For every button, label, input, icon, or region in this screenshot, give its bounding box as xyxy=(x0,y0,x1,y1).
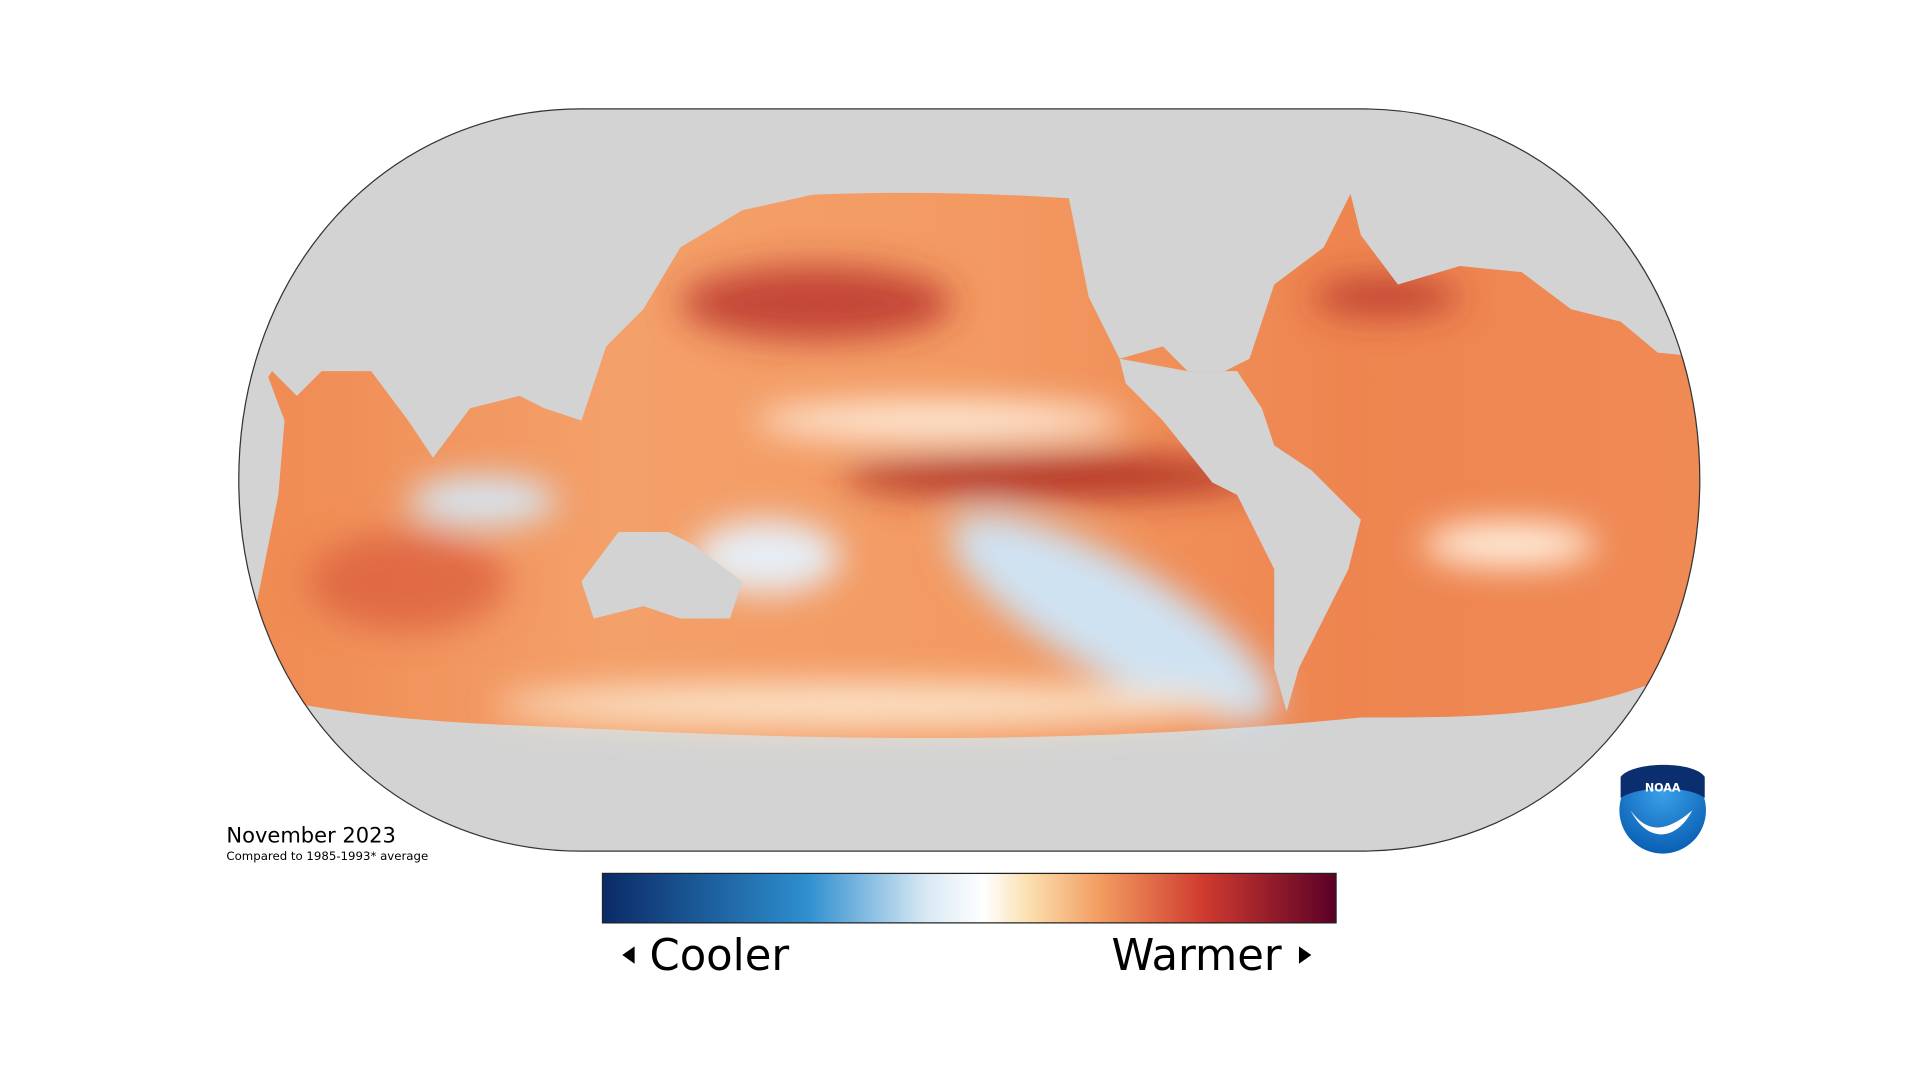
anomaly-patterns xyxy=(309,265,1596,728)
warmer-label: Warmer xyxy=(1111,931,1281,981)
right-arrow xyxy=(1298,946,1312,964)
logo-bird xyxy=(1630,810,1693,835)
left-arrow xyxy=(622,946,635,964)
baseline-note: Compared to 1985-1993* average xyxy=(226,849,428,863)
color-scale xyxy=(601,872,1337,924)
map-outline xyxy=(238,108,1701,852)
map-body xyxy=(238,108,1700,852)
cooler-label: Cooler xyxy=(649,931,789,981)
noaa-logo: NOAA xyxy=(1619,764,1706,854)
map-date: November 2023 xyxy=(226,822,395,847)
logo-text: NOAA xyxy=(1645,782,1681,795)
logo-top xyxy=(1620,764,1705,798)
